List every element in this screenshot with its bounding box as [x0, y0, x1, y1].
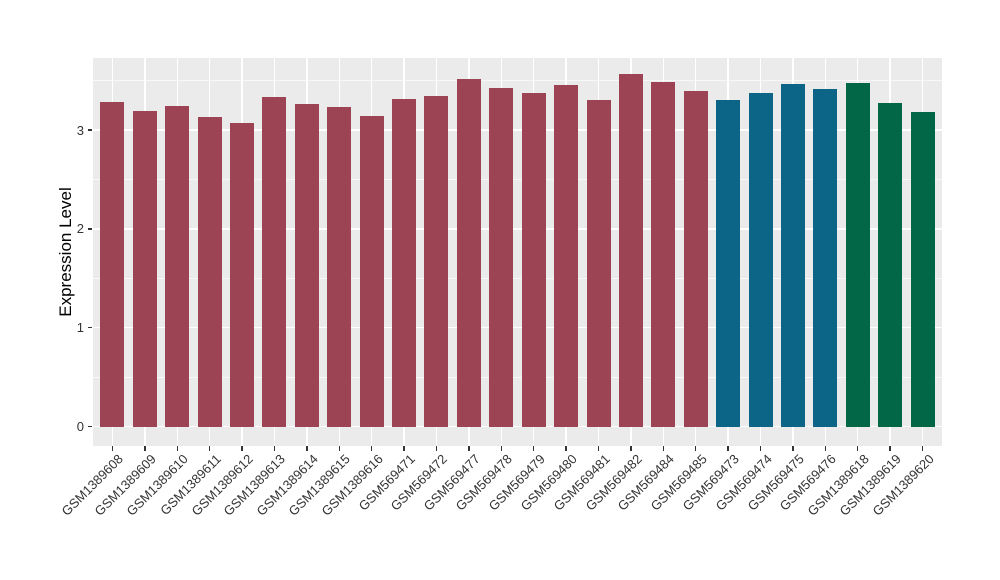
bar-GSM1389609: [132, 111, 157, 427]
x-tick-mark: [727, 446, 729, 451]
bar-GSM1389619: [878, 103, 903, 427]
bar-GSM1389620: [910, 112, 935, 427]
bar-GSM569471: [392, 99, 417, 427]
bar-GSM569477: [456, 78, 481, 427]
x-tick-mark: [533, 446, 535, 451]
bar-GSM569484: [651, 81, 676, 427]
y-tick-mark: [87, 228, 92, 230]
x-tick-mark: [662, 446, 664, 451]
bar-GSM1389616: [359, 116, 384, 427]
y-tick-label: 2: [76, 221, 84, 237]
bar-GSM569482: [618, 73, 643, 427]
bar-GSM569485: [683, 91, 708, 427]
x-tick-mark: [468, 446, 470, 451]
gridline-major: [93, 426, 942, 428]
x-tick-mark: [824, 446, 827, 451]
x-tick-mark: [565, 446, 567, 451]
plot-panel: [93, 58, 942, 446]
x-tick-mark: [921, 446, 924, 451]
bar-GSM1389614: [294, 104, 319, 427]
y-tick-label: 0: [76, 419, 84, 435]
gridline-major: [93, 129, 942, 131]
x-tick-mark: [792, 446, 794, 451]
bar-GSM569476: [813, 89, 838, 427]
x-tick-mark: [370, 446, 373, 451]
x-tick-mark: [630, 446, 632, 451]
bar-GSM569475: [780, 83, 805, 427]
gridline-minor: [93, 179, 942, 180]
x-tick-mark: [273, 446, 276, 451]
bar-GSM569481: [586, 100, 611, 427]
x-tick-mark: [403, 446, 405, 451]
bar-GSM569480: [554, 84, 579, 427]
x-tick-mark: [306, 446, 308, 451]
x-tick-mark: [435, 446, 438, 451]
x-tick-mark: [695, 446, 697, 451]
x-tick-mark: [111, 446, 114, 451]
x-tick-mark: [889, 446, 891, 451]
gridline-minor: [93, 376, 942, 378]
bar-GSM1389612: [230, 123, 255, 427]
x-tick-mark: [857, 446, 859, 451]
bar-GSM1389608: [100, 102, 125, 427]
gridline-major: [93, 228, 942, 230]
y-tick-label: 3: [76, 122, 84, 138]
x-tick-mark: [500, 446, 502, 451]
bar-GSM569473: [716, 100, 741, 427]
bar-GSM1389611: [197, 117, 222, 427]
x-tick-mark: [338, 446, 340, 451]
bar-GSM569479: [521, 93, 546, 427]
bar-GSM569474: [748, 93, 773, 427]
y-tick-mark: [87, 129, 92, 131]
y-tick-mark: [87, 426, 92, 428]
y-tick-mark: [87, 327, 92, 329]
x-tick-mark: [241, 446, 243, 451]
y-tick-label: 1: [76, 320, 84, 336]
bar-GSM1389613: [262, 97, 287, 427]
x-tick-mark: [759, 446, 762, 451]
bar-GSM1389615: [327, 107, 352, 427]
x-tick-mark: [144, 446, 146, 451]
bar-GSM1389610: [165, 106, 190, 427]
x-tick-mark: [597, 446, 600, 451]
gridline-minor: [93, 80, 942, 81]
x-tick-mark: [208, 446, 211, 451]
bar-GSM569478: [489, 88, 514, 427]
x-tick-mark: [176, 446, 178, 451]
bar-GSM1389618: [845, 82, 870, 427]
bar-GSM569472: [424, 96, 449, 427]
gridline-minor: [93, 277, 942, 279]
gridline-major: [93, 327, 942, 329]
